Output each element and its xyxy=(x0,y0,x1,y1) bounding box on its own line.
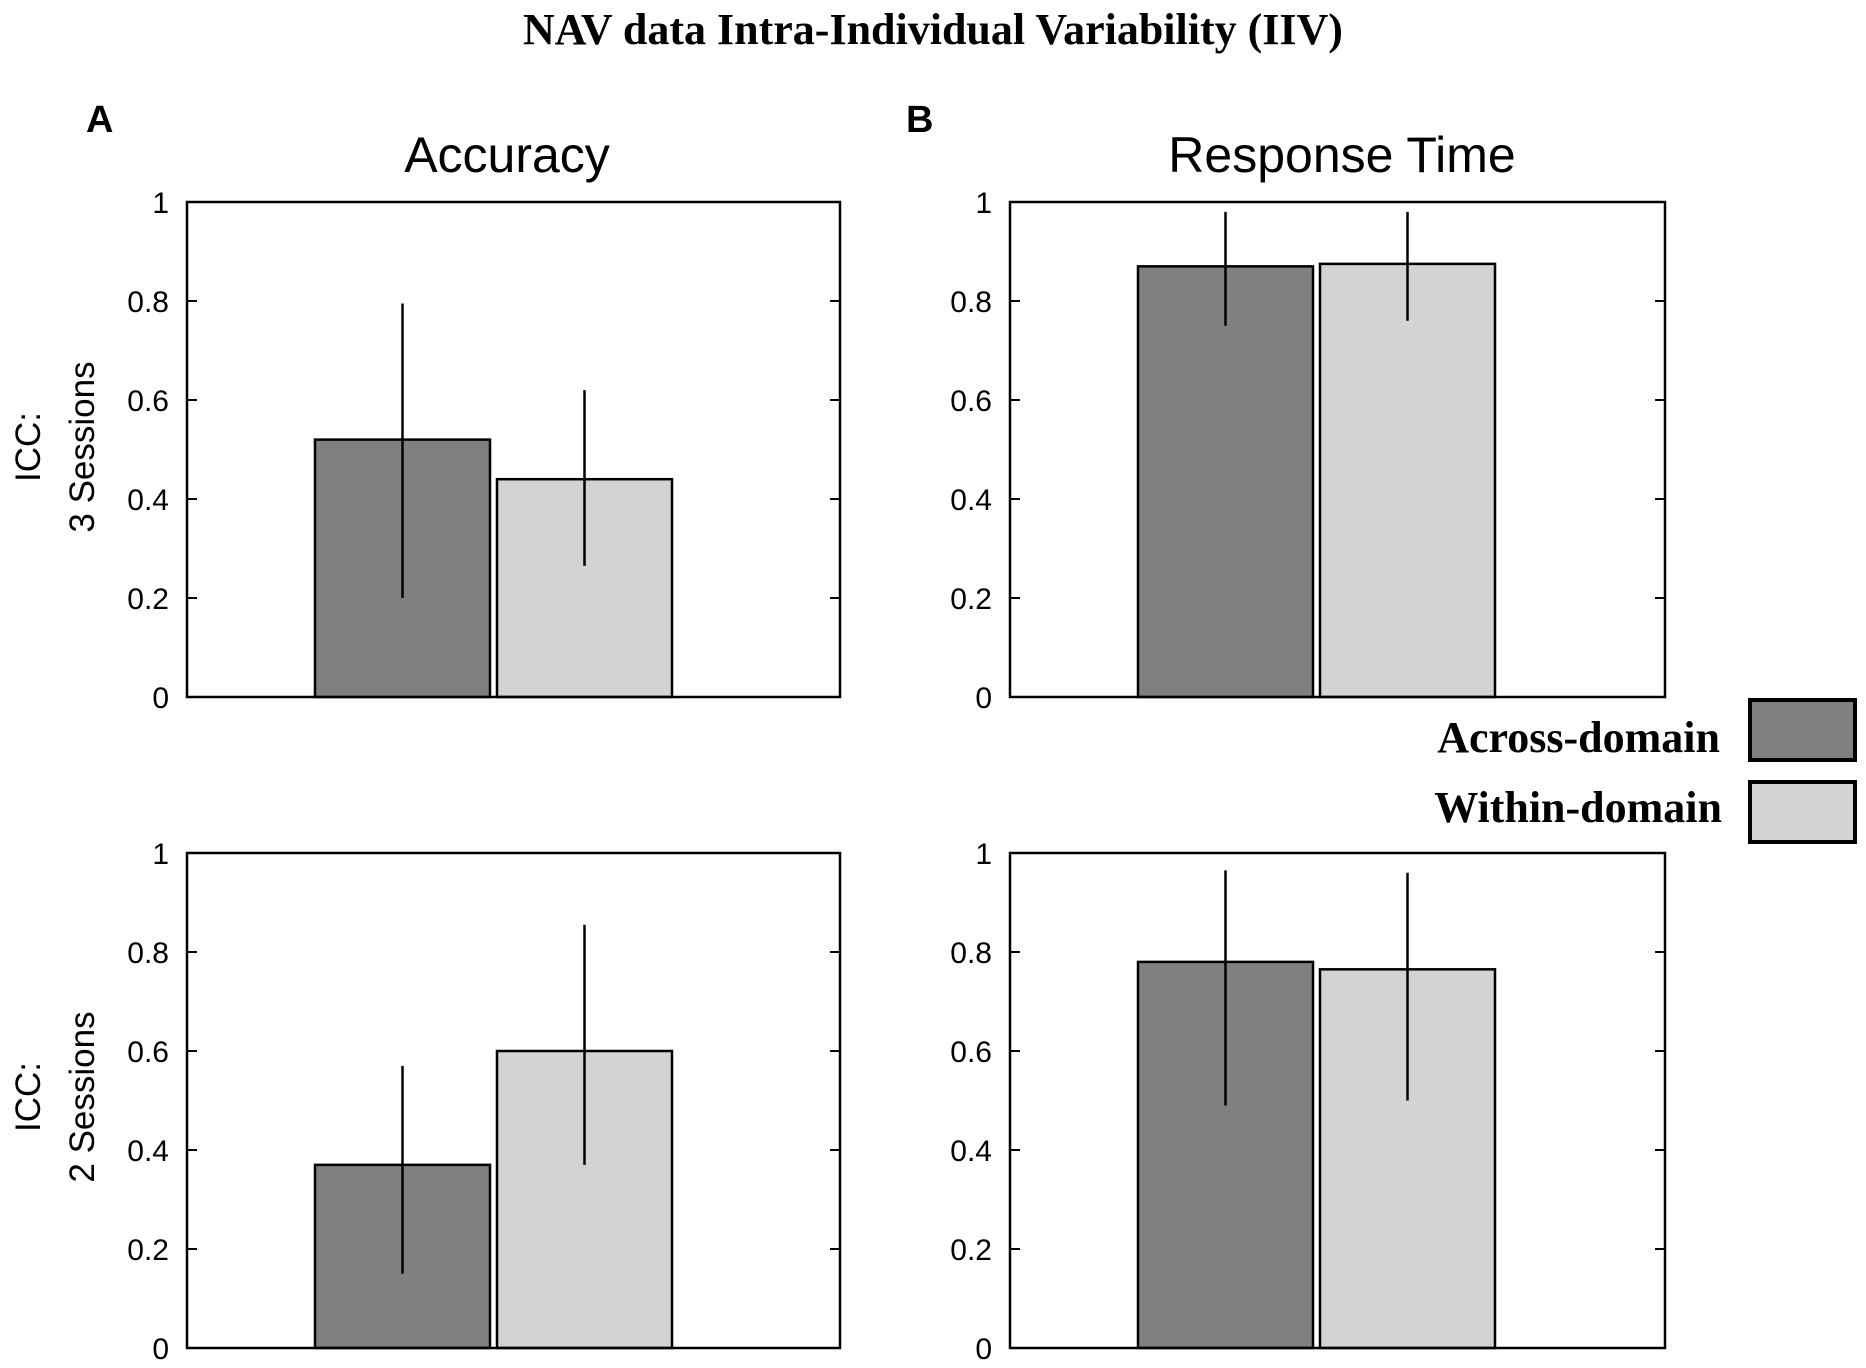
y-tick-label: 0.6 xyxy=(127,385,169,418)
y-tick-label: 1 xyxy=(152,838,169,871)
bar-across-domain xyxy=(1136,265,1315,699)
axes-box xyxy=(1008,200,1667,699)
axes-box xyxy=(1008,851,1667,1350)
y-tick-label: 0.2 xyxy=(127,1234,169,1267)
y-tick-label: 0 xyxy=(152,1333,169,1366)
y-tick-label: 0.2 xyxy=(950,1234,992,1267)
y-tick-label: 1 xyxy=(975,187,992,220)
legend-swatch-within-domain xyxy=(1748,780,1857,844)
y-tick-label: 0 xyxy=(975,1333,992,1366)
legend-label-within-domain: Within-domain xyxy=(1434,783,1722,832)
chart-panels: 0 0.2 0.4 0.6 0.8 1 0 0.2 0.4 0.6 0.8 1 0 0.2 0.4 0.6 0.… xyxy=(127,187,1667,1366)
y-tick-label: 0.8 xyxy=(127,286,169,319)
row-label-2-sessions-line1: ICC: xyxy=(9,1062,48,1132)
row-label-3-sessions: ICC: 3 Sessions xyxy=(9,361,102,532)
panel-label-a: A xyxy=(86,99,113,141)
y-tick-label: 0.8 xyxy=(950,937,992,970)
y-tick-label: 0.4 xyxy=(950,1135,992,1168)
row-label-3-sessions-line2: 3 Sessions xyxy=(63,361,102,532)
y-tick-label: 0.6 xyxy=(127,1036,169,1069)
y-tick-label: 0 xyxy=(975,682,992,715)
y-tick-label: 0 xyxy=(152,682,169,715)
y-tick-label: 0.8 xyxy=(950,286,992,319)
column-title-accuracy: Accuracy xyxy=(404,127,610,183)
axes-box xyxy=(185,851,842,1350)
y-tick-label: 0.4 xyxy=(950,484,992,517)
legend-swatch-across-domain xyxy=(1748,698,1857,762)
chart-response-time-2-sessions: 0 0.2 0.4 0.6 0.8 1 xyxy=(950,838,1667,1366)
chart-response-time-3-sessions: 0 0.2 0.4 0.6 0.8 1 xyxy=(950,187,1667,715)
bar-within-domain xyxy=(1318,262,1497,699)
y-tick-label: 0.6 xyxy=(950,385,992,418)
figure-title: NAV data Intra-Individual Variability (I… xyxy=(523,5,1343,54)
y-tick-label: 0.4 xyxy=(127,484,169,517)
y-tick-label: 0.2 xyxy=(127,583,169,616)
legend: Across-domain Within-domain xyxy=(1434,698,1857,844)
axes-box xyxy=(185,200,842,699)
chart-accuracy-3-sessions: 0 0.2 0.4 0.6 0.8 1 xyxy=(127,187,842,715)
y-tick-label: 1 xyxy=(152,187,169,220)
legend-label-across-domain: Across-domain xyxy=(1437,713,1720,762)
column-title-response-time: Response Time xyxy=(1168,127,1515,183)
y-tick-label: 1 xyxy=(975,838,992,871)
panel-label-b: B xyxy=(906,99,933,141)
row-label-2-sessions: ICC: 2 Sessions xyxy=(9,1011,102,1182)
y-tick-label: 0.6 xyxy=(950,1036,992,1069)
y-tick-label: 0.2 xyxy=(950,583,992,616)
chart-accuracy-2-sessions: 0 0.2 0.4 0.6 0.8 1 xyxy=(127,838,842,1366)
row-label-3-sessions-line1: ICC: xyxy=(9,412,48,482)
y-tick-label: 0.8 xyxy=(127,937,169,970)
y-tick-label: 0.4 xyxy=(127,1135,169,1168)
row-label-2-sessions-line2: 2 Sessions xyxy=(63,1011,102,1182)
